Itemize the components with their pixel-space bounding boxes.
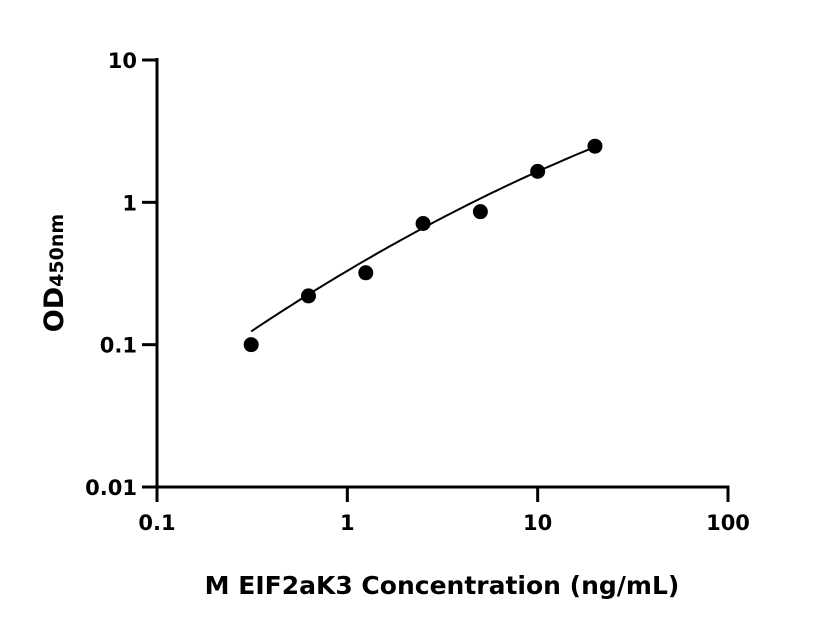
y-tick-label: 0.1	[100, 334, 137, 358]
x-tick-label: 1	[340, 511, 355, 535]
data-point	[243, 337, 259, 353]
y-axis-label: OD450nm	[39, 214, 70, 332]
y-axis-label-sub: 450nm	[46, 214, 68, 287]
y-tick-label: 0.01	[85, 476, 137, 500]
data-point	[530, 163, 546, 179]
x-tick-label: 0.1	[138, 511, 175, 535]
data-point	[358, 265, 374, 281]
data-points	[243, 138, 603, 353]
y-axis-label-main: OD	[39, 287, 70, 332]
x-tick-label: 100	[706, 511, 750, 535]
y-tick-label: 1	[122, 191, 137, 215]
data-point	[472, 204, 488, 220]
data-point	[587, 138, 603, 154]
data-point	[300, 288, 316, 304]
x-axis-label: M EIF2aK3 Concentration (ng/mL)	[205, 571, 680, 600]
data-point	[415, 216, 431, 232]
x-tick-label: 10	[523, 511, 552, 535]
y-tick-label: 10	[108, 49, 137, 73]
